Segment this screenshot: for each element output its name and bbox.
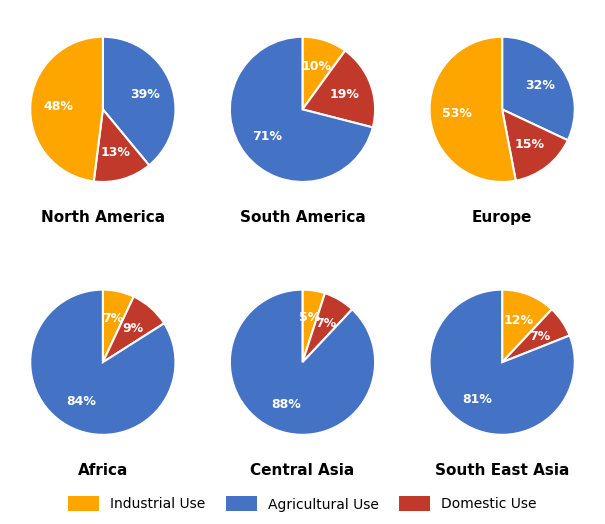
Text: 19%: 19% xyxy=(330,88,360,101)
Text: 10%: 10% xyxy=(301,60,332,73)
Wedge shape xyxy=(103,297,164,362)
Wedge shape xyxy=(302,290,325,362)
Wedge shape xyxy=(302,51,375,127)
Legend: Industrial Use, Agricultural Use, Domestic Use: Industrial Use, Agricultural Use, Domest… xyxy=(63,490,542,517)
Title: Central Asia: Central Asia xyxy=(250,463,355,478)
Text: 7%: 7% xyxy=(102,312,123,325)
Wedge shape xyxy=(502,37,575,140)
Text: 53%: 53% xyxy=(442,107,473,120)
Text: 13%: 13% xyxy=(100,146,130,159)
Wedge shape xyxy=(430,290,575,435)
Text: 7%: 7% xyxy=(529,331,550,343)
Wedge shape xyxy=(502,110,568,181)
Text: 12%: 12% xyxy=(504,314,534,327)
Text: 48%: 48% xyxy=(43,100,73,113)
Text: 71%: 71% xyxy=(252,130,282,144)
Wedge shape xyxy=(103,37,175,165)
Text: 5%: 5% xyxy=(299,311,320,324)
Wedge shape xyxy=(30,290,175,435)
Text: 7%: 7% xyxy=(315,317,336,330)
Text: 32%: 32% xyxy=(525,79,555,92)
Title: South America: South America xyxy=(240,210,365,225)
Wedge shape xyxy=(502,290,552,362)
Text: 84%: 84% xyxy=(66,395,96,408)
Wedge shape xyxy=(430,37,515,182)
Wedge shape xyxy=(230,290,375,435)
Wedge shape xyxy=(502,309,570,362)
Wedge shape xyxy=(30,37,103,181)
Wedge shape xyxy=(302,37,345,110)
Text: 9%: 9% xyxy=(122,322,143,335)
Text: 81%: 81% xyxy=(462,393,492,406)
Text: 88%: 88% xyxy=(271,398,301,411)
Title: Africa: Africa xyxy=(77,463,128,478)
Wedge shape xyxy=(94,110,149,182)
Text: 15%: 15% xyxy=(515,138,544,151)
Title: South East Asia: South East Asia xyxy=(435,463,569,478)
Text: 39%: 39% xyxy=(130,88,160,101)
Wedge shape xyxy=(230,37,373,182)
Wedge shape xyxy=(103,290,134,362)
Title: North America: North America xyxy=(41,210,165,225)
Title: Europe: Europe xyxy=(472,210,532,225)
Wedge shape xyxy=(302,293,352,362)
